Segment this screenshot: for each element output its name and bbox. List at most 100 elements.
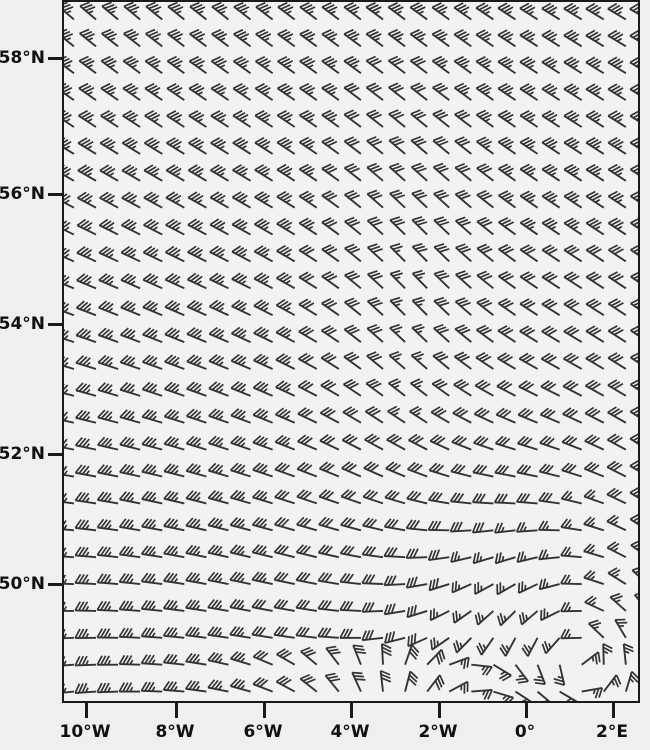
- wind-barb: [299, 673, 318, 693]
- wind-barb: [119, 381, 141, 397]
- wind-barb: [230, 408, 251, 424]
- wind-barb: [252, 462, 273, 478]
- wind-barb: [185, 680, 207, 693]
- wind-barb: [433, 269, 450, 289]
- wind-barb: [231, 326, 251, 343]
- wind-barb: [321, 163, 340, 182]
- wind-barb: [431, 378, 450, 397]
- wind-barb: [561, 434, 583, 451]
- wind-barb: [583, 489, 605, 505]
- wind-barb: [74, 601, 97, 612]
- wind-barb: [122, 82, 141, 101]
- wind-barb: [64, 192, 75, 209]
- wind-barb: [167, 2, 185, 21]
- wind-barb: [166, 55, 185, 75]
- wind-barb: [365, 378, 384, 397]
- wind-barb: [409, 405, 428, 424]
- wind-barb: [163, 572, 185, 585]
- wind-barb: [404, 644, 420, 666]
- wind-barb: [585, 2, 605, 21]
- xtick-label-6W: 6°W: [243, 722, 283, 742]
- xtick-mark-2W: [438, 703, 441, 718]
- wind-barb: [141, 463, 163, 478]
- wind-barb: [498, 190, 517, 209]
- wind-barb: [476, 243, 494, 263]
- wind-barb: [405, 548, 428, 559]
- wind-barb: [343, 82, 362, 101]
- wind-barb: [607, 2, 627, 21]
- wind-barb: [187, 272, 207, 290]
- wind-barb: [498, 217, 517, 236]
- wind-barb: [451, 580, 472, 594]
- wind-barb: [563, 217, 583, 236]
- wind-barb: [74, 519, 97, 532]
- wind-barb: [607, 406, 627, 424]
- wind-barb: [251, 516, 273, 532]
- wind-barb: [497, 56, 516, 75]
- wind-barb: [497, 83, 517, 101]
- wind-barb: [449, 492, 472, 505]
- wind-barb: [298, 163, 318, 182]
- wind-barb: [121, 137, 141, 155]
- wind-barb: [514, 664, 529, 684]
- wind-barb: [607, 244, 627, 263]
- wind-barb: [607, 298, 627, 316]
- xtick-label-2E: 2°E: [596, 722, 628, 742]
- wind-barb: [166, 137, 185, 155]
- wind-barb: [119, 491, 141, 505]
- wind-barb: [471, 522, 494, 534]
- wind-barb: [630, 245, 638, 256]
- wind-barb: [320, 325, 340, 343]
- wind-barb: [142, 354, 163, 370]
- wind-barb: [585, 83, 605, 101]
- wind-barb: [361, 574, 384, 585]
- wind-barb: [585, 137, 605, 155]
- wind-barb: [411, 323, 428, 343]
- wind-barb: [475, 56, 494, 75]
- wind-barb: [321, 244, 340, 263]
- wind-barb: [254, 82, 274, 101]
- wind-barb: [277, 2, 296, 21]
- wind-barb: [64, 601, 74, 612]
- wind-barb: [120, 327, 141, 343]
- wind-barb: [321, 55, 340, 75]
- wind-barb: [515, 521, 538, 533]
- wind-barb: [351, 671, 366, 692]
- wind-barb: [165, 218, 185, 236]
- wind-barb: [97, 354, 119, 370]
- wind-barb: [519, 2, 539, 21]
- wind-barb: [497, 610, 517, 627]
- wind-barb: [410, 82, 428, 101]
- wind-barb: [295, 599, 317, 612]
- wind-barb: [64, 82, 75, 101]
- wind-barb: [475, 29, 494, 48]
- wind-barb: [321, 271, 340, 290]
- wind-barb: [319, 434, 340, 451]
- ytick-label-50N: 50°N: [0, 574, 45, 594]
- wind-barb: [96, 491, 119, 505]
- wind-barb: [118, 654, 141, 666]
- wind-barb: [499, 637, 517, 657]
- wind-barb: [407, 461, 428, 478]
- wind-barb: [185, 463, 207, 478]
- xtick-mark-0: [525, 703, 528, 718]
- wind-barb: [388, 378, 406, 397]
- wind-barb: [494, 552, 516, 565]
- wind-barb: [64, 520, 75, 532]
- wind-barb: [352, 644, 367, 666]
- wind-barb: [516, 464, 538, 478]
- wind-barb: [367, 243, 384, 263]
- wind-barb: [210, 137, 229, 155]
- ytick-mark-54N: [48, 323, 63, 326]
- wind-barb: [298, 217, 318, 236]
- wind-barb: [75, 300, 97, 317]
- wind-barb: [630, 298, 638, 310]
- wind-barb: [455, 216, 472, 236]
- wind-barb: [97, 409, 119, 424]
- wind-barb: [64, 465, 75, 478]
- wind-barb: [633, 593, 638, 601]
- wind-barb: [343, 55, 362, 75]
- wind-barb: [186, 354, 207, 370]
- wind-barb: [324, 672, 341, 693]
- wind-barb: [379, 670, 392, 692]
